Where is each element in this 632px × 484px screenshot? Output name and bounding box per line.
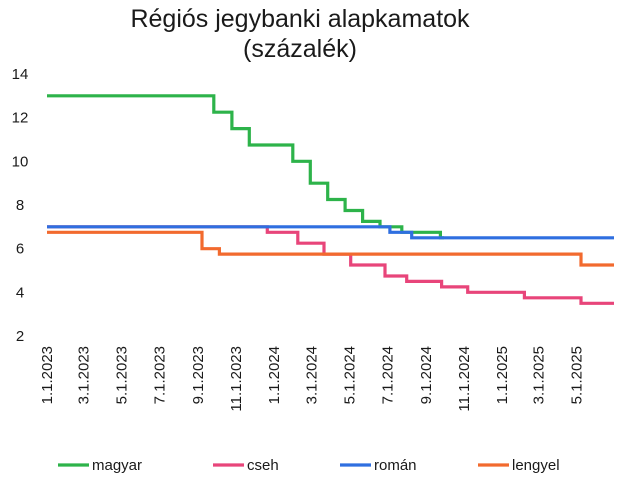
x-tick-label: 3.1.2024 <box>304 346 321 404</box>
chart-title: Régiós jegybanki alapkamatok (százalék) <box>130 5 470 63</box>
x-axis: 1.1.2023 3.1.2023 5.1.2023 7.1.2023 9.1.2023… <box>39 346 586 412</box>
x-tick-label: 9.1.2023 <box>190 346 207 404</box>
y-tick-label: 6 <box>16 241 24 258</box>
series-line-magyar <box>47 94 445 240</box>
x-tick-label: 11.1.2024 <box>456 346 473 412</box>
legend-label: cseh <box>247 457 279 474</box>
series-line-román <box>47 225 614 240</box>
y-tick-label: 2 <box>16 328 24 345</box>
x-tick-label: 7.1.2023 <box>152 346 169 404</box>
series-lines <box>47 94 614 305</box>
x-tick-label: 3.1.2025 <box>531 346 548 404</box>
legend: magyar cseh román lengyel <box>58 457 560 474</box>
x-tick-label: 5.1.2024 <box>341 346 358 404</box>
y-tick-label: 14 <box>12 66 29 83</box>
series-line-cseh <box>47 225 614 305</box>
x-tick-label: 11.1.2023 <box>228 346 245 412</box>
y-tick-label: 8 <box>16 197 24 214</box>
chart-title-line-2: (százalék) <box>243 35 357 63</box>
x-tick-label: 1.1.2023 <box>39 346 56 404</box>
x-tick-label: 1.1.2025 <box>494 346 511 404</box>
x-tick-label: 5.1.2025 <box>569 346 586 404</box>
series-line-lengyel <box>47 230 614 267</box>
y-tick-label: 12 <box>12 110 29 127</box>
x-tick-label: 1.1.2024 <box>266 346 283 404</box>
legend-label: magyar <box>92 457 142 474</box>
legend-label: lengyel <box>512 457 560 474</box>
x-tick-label: 9.1.2024 <box>418 346 435 404</box>
x-tick-label: 3.1.2023 <box>76 346 93 404</box>
chart-title-line-1: Régiós jegybanki alapkamatok <box>130 5 470 33</box>
x-tick-label: 5.1.2023 <box>114 346 131 404</box>
y-tick-label: 4 <box>16 284 24 301</box>
legend-label: román <box>374 457 417 474</box>
x-tick-label: 7.1.2024 <box>379 346 396 404</box>
y-axis: 2 4 6 8 10 12 14 <box>12 66 29 345</box>
y-tick-label: 10 <box>12 153 29 170</box>
